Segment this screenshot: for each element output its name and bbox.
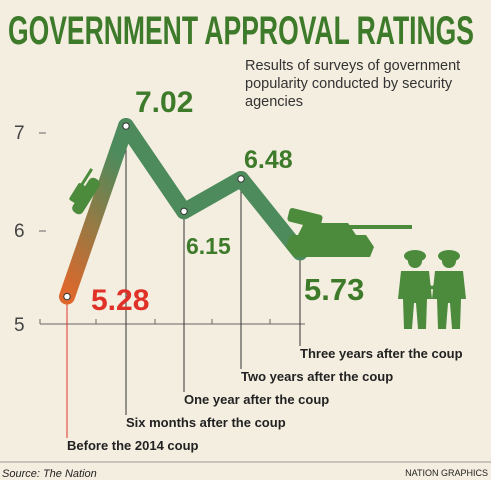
- category-label: Two years after the coup: [241, 369, 393, 384]
- subtitle-line: Results of surveys of government: [245, 58, 460, 74]
- chart-subtitle: Results of surveys of government popular…: [245, 58, 460, 110]
- data-point: [237, 175, 245, 183]
- category-label: One year after the coup: [184, 392, 329, 407]
- value-label: 6.48: [244, 146, 293, 174]
- category-label: Before the 2014 coup: [67, 438, 199, 453]
- y-tick-label: 7: [14, 123, 25, 144]
- subtitle-line: agencies: [245, 94, 303, 110]
- y-tick-label: 6: [14, 221, 25, 242]
- series-segment: [118, 118, 192, 220]
- value-label: 7.02: [135, 86, 193, 119]
- series-segment: [176, 170, 249, 220]
- chart-title: GOVERNMENT APPROVAL RATINGS: [8, 9, 474, 53]
- category-label: Three years after the coup: [300, 346, 463, 361]
- value-labels: 5.28 7.02 6.15 6.48 5.73: [91, 86, 364, 317]
- source-note: Source: The Nation: [2, 468, 97, 480]
- value-label: 5.28: [91, 284, 149, 317]
- y-tick-label: 5: [14, 315, 25, 336]
- data-point: [180, 207, 188, 216]
- subtitle-line: popularity conducted by security: [245, 76, 453, 92]
- series-segment: [59, 118, 134, 305]
- tank-icon: [69, 168, 100, 215]
- tank-icon: [286, 207, 412, 257]
- data-point: [63, 292, 71, 301]
- y-axis: 7 6 5: [14, 123, 46, 336]
- category-label: Six months after the coup: [126, 415, 286, 430]
- soldiers-icon: [398, 250, 466, 329]
- category-labels: Before the 2014 coup Six months after the…: [67, 346, 463, 453]
- data-point: [122, 122, 130, 130]
- x-axis: [39, 319, 305, 325]
- leader-lines: [66, 126, 301, 438]
- value-label: 6.15: [186, 233, 231, 259]
- credit-label: NATION GRAPHICS: [405, 468, 488, 478]
- value-label: 5.73: [304, 272, 364, 307]
